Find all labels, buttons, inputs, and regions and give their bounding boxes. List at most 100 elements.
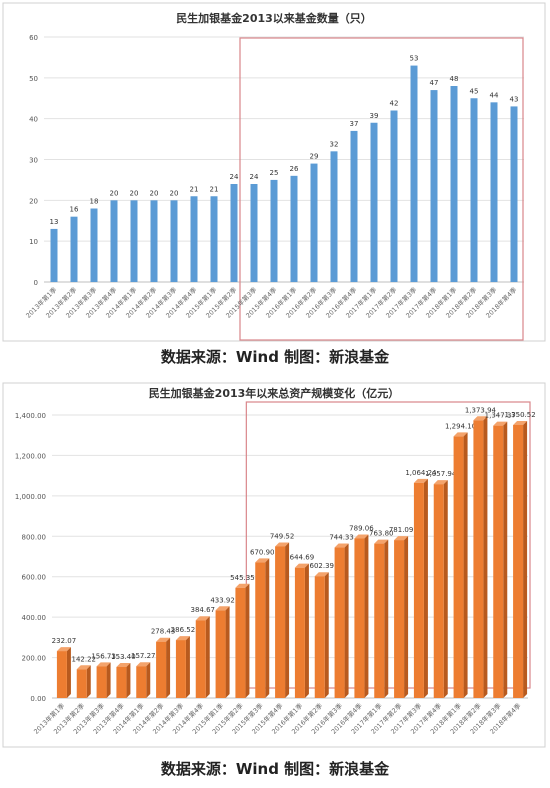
data-label: 157.27: [131, 652, 156, 660]
bar-side: [324, 572, 329, 698]
data-label: 24: [250, 173, 259, 181]
source-caption: 数据来源：Wind 制图：新浪基金: [160, 760, 390, 778]
bar-side: [503, 421, 508, 698]
y-tick-label: 0: [34, 279, 38, 287]
bar: [450, 86, 458, 282]
bar: [390, 110, 398, 282]
bar: [230, 184, 238, 282]
bar: [90, 208, 98, 282]
bar-top: [136, 662, 151, 667]
bar-side: [344, 543, 349, 698]
bar-side: [245, 583, 250, 698]
data-label: 156.73: [91, 652, 116, 660]
bar: [374, 543, 385, 698]
bar: [136, 666, 147, 698]
bar: [150, 200, 158, 282]
bar: [255, 562, 266, 698]
bar: [215, 610, 226, 698]
bar-side: [185, 636, 190, 698]
bar: [130, 200, 138, 282]
bar-top: [96, 662, 111, 667]
data-label: 644.69: [290, 554, 315, 562]
bar-top: [235, 583, 250, 588]
bar-top: [493, 421, 508, 426]
data-label: 781.09: [389, 526, 414, 534]
bar-top: [394, 536, 409, 541]
bar: [350, 130, 358, 282]
y-tick-label: 30: [29, 157, 38, 165]
bar-top: [56, 647, 71, 652]
data-label: 744.33: [329, 534, 354, 542]
y-tick-label: 0.00: [30, 695, 46, 703]
bar-side: [523, 421, 528, 698]
data-label: 545.35: [230, 574, 255, 582]
source-caption: 数据来源：Wind 制图：新浪基金: [160, 348, 390, 366]
data-label: 20: [150, 189, 159, 197]
data-label: 1,057.94: [425, 470, 457, 478]
data-label: 1,064.24: [405, 469, 437, 477]
y-tick-label: 800.00: [22, 533, 47, 541]
bar-top: [76, 665, 91, 670]
bar: [370, 122, 378, 282]
bar-top: [294, 563, 309, 568]
bar-side: [384, 539, 389, 698]
data-label: 670.90: [250, 548, 275, 556]
bar-top: [275, 542, 290, 547]
bar: [270, 179, 278, 282]
bar-top: [473, 416, 488, 421]
data-label: 1,373.94: [465, 406, 497, 414]
bar: [250, 184, 258, 282]
bar: [275, 546, 286, 698]
bar: [50, 228, 58, 282]
bar: [56, 651, 67, 698]
bar-side: [443, 480, 448, 698]
bar: [116, 666, 127, 698]
data-label: 384.67: [191, 606, 216, 614]
bar-top: [195, 616, 210, 621]
bar-top: [175, 636, 190, 641]
bar-side: [146, 662, 151, 698]
data-label: 1,347.37: [485, 412, 516, 420]
y-tick-label: 600.00: [22, 574, 47, 582]
data-label: 602.39: [310, 562, 335, 570]
bar-side: [166, 637, 171, 698]
data-label: 16: [70, 206, 79, 214]
bar: [195, 620, 206, 698]
y-tick-label: 400.00: [22, 614, 47, 622]
y-tick-label: 40: [29, 116, 38, 124]
fund-count-panel: 民生加银基金2013以来基金数量（只） 0 10 20 30 40 50 60 13 2013年第…: [0, 0, 550, 380]
bar: [410, 65, 418, 282]
bar: [190, 196, 198, 282]
bar-side: [205, 616, 210, 698]
data-label: 43: [510, 95, 519, 103]
bar: [334, 547, 345, 698]
data-label: 53: [410, 55, 419, 63]
data-label: 45: [470, 87, 479, 95]
bar: [294, 567, 305, 698]
y-tick-label: 60: [29, 34, 38, 42]
bar: [170, 200, 178, 282]
data-label: 25: [270, 169, 279, 177]
data-label: 749.52: [270, 532, 295, 540]
data-label: 20: [170, 189, 179, 197]
bar-side: [86, 665, 91, 698]
bar-top: [513, 421, 528, 426]
data-label: 20: [130, 189, 139, 197]
bar-side: [304, 563, 309, 698]
bar-side: [126, 662, 131, 698]
chart-title: 民生加银基金2013以来基金数量（只）: [176, 11, 372, 25]
asset-scale-chart: 民生加银基金2013年以来总资产规模变化（亿元） 0.00 200.00 400.00…: [2, 382, 546, 748]
bar: [76, 669, 87, 698]
highlight-box: [239, 37, 524, 341]
data-label: 32: [330, 140, 339, 148]
data-label: 26: [290, 165, 299, 173]
y-tick-label: 20: [29, 197, 38, 205]
bar-top: [255, 558, 270, 563]
data-label: 153.40: [111, 653, 136, 661]
data-label: 48: [450, 75, 459, 83]
bar: [490, 102, 498, 282]
bar: [453, 436, 464, 698]
bar-top: [116, 662, 131, 667]
chart-title: 民生加银基金2013年以来总资产规模变化（亿元）: [149, 386, 400, 400]
data-label: 47: [430, 79, 439, 87]
